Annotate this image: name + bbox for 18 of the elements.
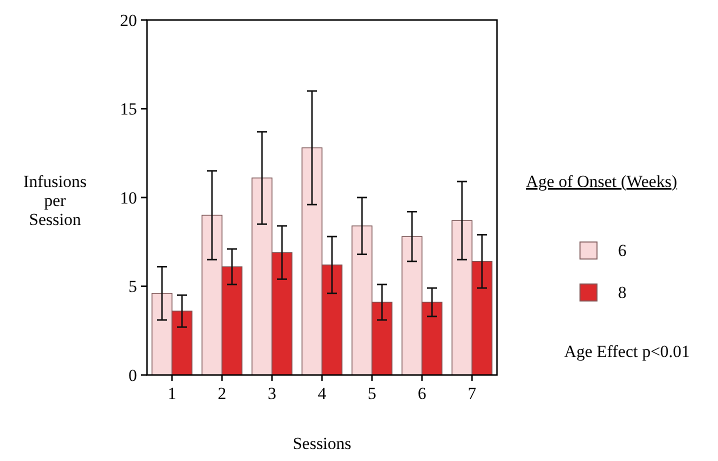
legend-label: 8	[618, 283, 626, 302]
y-axis-title: Infusions per Session	[23, 172, 87, 229]
x-tick-label: 2	[218, 384, 226, 403]
x-tick-label: 3	[268, 384, 276, 403]
x-axis-title: Sessions	[292, 434, 352, 453]
legend-title: Age of Onset (Weeks)	[526, 172, 678, 191]
y-tick-label: 0	[128, 366, 137, 385]
x-tick-label: 6	[418, 384, 426, 403]
y-tick-label: 5	[128, 277, 137, 296]
y-tick-label: 20	[120, 10, 137, 30]
x-tick-label: 5	[368, 384, 376, 403]
y-tick-label: 10	[120, 188, 137, 208]
text: Age Effect p<0.01	[564, 342, 690, 361]
y-tick-label: 15	[120, 100, 137, 119]
x-tick-label: 1	[168, 384, 176, 403]
x-tick-label: 4	[318, 384, 327, 403]
legend-label: 6	[618, 241, 626, 260]
x-tick-label: 7	[468, 384, 477, 403]
